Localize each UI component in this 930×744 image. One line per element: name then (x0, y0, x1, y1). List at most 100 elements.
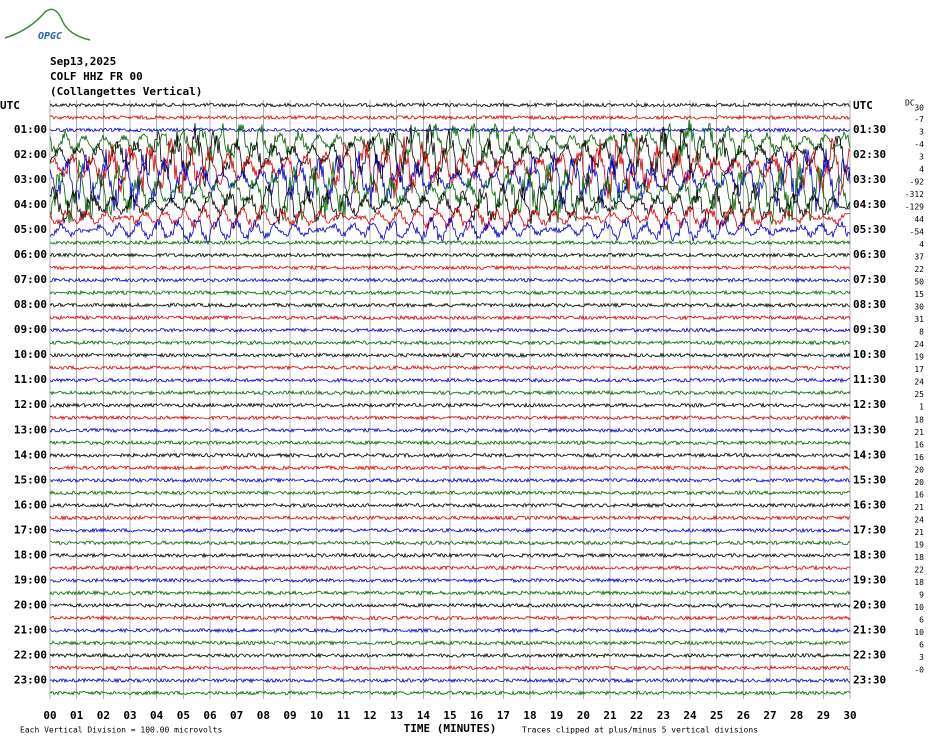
trace (49, 502, 851, 509)
x-tick-label: 13 (390, 709, 403, 722)
dc-value: 37 (914, 253, 924, 262)
x-tick-label: 03 (123, 709, 136, 722)
x-tick-label: 06 (203, 709, 217, 722)
dc-value: 21 (914, 528, 924, 537)
x-tick-label: 07 (230, 709, 243, 722)
dc-value: 3 (919, 128, 924, 137)
trace (49, 159, 851, 225)
trace (49, 427, 851, 434)
left-time-label: 20:00 (14, 598, 47, 611)
x-tick-label: 09 (283, 709, 296, 722)
dc-value: 3 (919, 653, 924, 662)
dc-value: 19 (914, 540, 924, 549)
trace (49, 439, 851, 446)
x-tick-label: 18 (523, 709, 536, 722)
right-time-label: 15:30 (853, 473, 886, 486)
dc-value: 4 (919, 165, 924, 174)
x-tick-label: 11 (337, 709, 351, 722)
dc-value: 6 (919, 640, 924, 649)
right-time-label: 04:30 (853, 198, 886, 211)
site: (Collangettes Vertical) (50, 85, 202, 98)
station: COLF HHZ FR 00 (50, 70, 143, 83)
trace (49, 339, 851, 346)
left-time-label: 13:00 (14, 423, 47, 436)
trace (49, 677, 851, 684)
left-time-label: 23:00 (14, 673, 47, 686)
x-tick-label: 04 (150, 709, 164, 722)
right-time-label: 20:30 (853, 598, 886, 611)
trace (49, 489, 851, 496)
left-time-label: 01:00 (14, 123, 47, 136)
dc-value: 25 (914, 390, 924, 399)
right-time-label: 14:30 (853, 448, 886, 461)
x-tick-label: 05 (177, 709, 190, 722)
x-tick-label: 16 (470, 709, 484, 722)
trace (49, 216, 851, 244)
trace (49, 477, 851, 484)
x-tick-label: 25 (710, 709, 723, 722)
right-time-label: 21:30 (853, 623, 886, 636)
dc-value: 21 (914, 428, 924, 437)
scale-note: Each Vertical Division = 100.00 microvol… (20, 726, 222, 735)
trace (49, 264, 851, 271)
trace (49, 577, 851, 584)
dc-value: 24 (914, 340, 924, 349)
dc-value: -0 (914, 665, 924, 674)
right-time-label: 19:30 (853, 573, 886, 586)
left-time-label: 17:00 (14, 523, 47, 536)
x-tick-label: 19 (550, 709, 563, 722)
dc-value: -129 (905, 203, 924, 212)
right-time-label: 03:30 (853, 173, 886, 186)
x-tick-label: 24 (683, 709, 697, 722)
trace (49, 327, 851, 334)
x-tick-label: 08 (257, 709, 270, 722)
x-tick-label: 17 (497, 709, 510, 722)
trace (49, 614, 851, 622)
x-tick-label: 15 (443, 709, 456, 722)
x-tick-label: 14 (417, 709, 431, 722)
dc-value: 9 (919, 590, 924, 599)
x-tick-label: 26 (737, 709, 751, 722)
dc-value: 20 (914, 478, 924, 487)
dc-value: 24 (914, 378, 924, 387)
dc-value: 18 (914, 415, 924, 424)
dc-value: -4 (914, 140, 924, 149)
x-tick-label: 10 (310, 709, 323, 722)
left-time-label: 02:00 (14, 148, 47, 161)
trace (49, 364, 851, 371)
trace (49, 639, 851, 647)
left-time-label: 22:00 (14, 648, 47, 661)
right-time-label: 23:30 (853, 673, 886, 686)
trace (49, 402, 851, 409)
dc-value: 30 (914, 104, 924, 113)
dc-value: 16 (914, 453, 924, 462)
dc-value: 16 (914, 490, 924, 499)
trace (49, 527, 851, 534)
dc-value: 31 (914, 315, 924, 324)
trace (49, 514, 851, 521)
right-time-label: 05:30 (853, 223, 886, 236)
trace (49, 564, 851, 571)
trace (49, 665, 851, 671)
trace (49, 589, 851, 597)
right-time-label: 18:30 (853, 548, 886, 561)
trace (49, 602, 851, 609)
trace (49, 414, 851, 421)
dc-value: 18 (914, 578, 924, 587)
trace (49, 148, 851, 212)
left-time-label: 15:00 (14, 473, 47, 486)
x-tick-label: 12 (363, 709, 376, 722)
trace (49, 114, 851, 121)
left-time-label: 21:00 (14, 623, 47, 636)
dc-value: -312 (905, 190, 924, 199)
dc-value: 22 (914, 265, 924, 274)
right-time-label: 07:30 (853, 273, 886, 286)
dc-value: 4 (919, 240, 924, 249)
trace (49, 289, 851, 296)
trace (49, 627, 851, 634)
trace (49, 314, 851, 321)
left-time-label: 03:00 (14, 173, 47, 186)
left-time-label: 18:00 (14, 548, 47, 561)
trace (49, 277, 851, 284)
trace (49, 252, 851, 259)
